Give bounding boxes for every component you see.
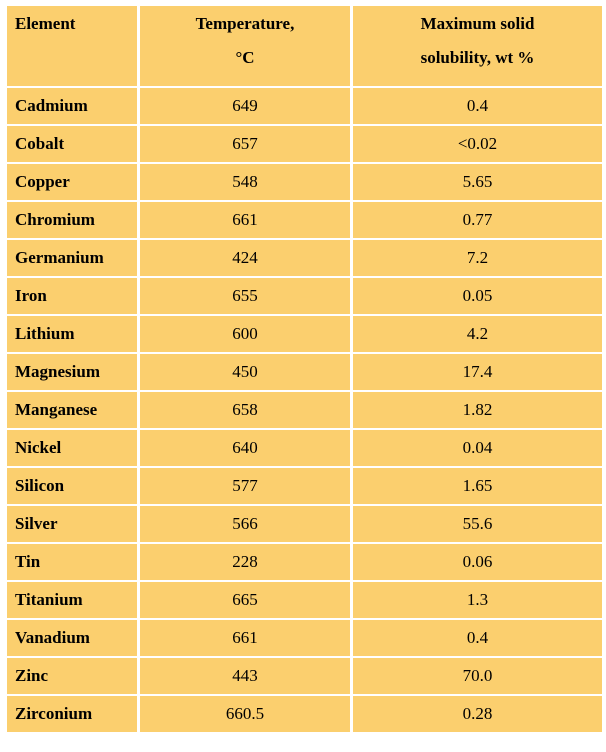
cell-element: Zirconium — [7, 696, 137, 732]
table-row: Silicon 577 1.65 — [7, 468, 602, 504]
cell-temperature: 228 — [140, 544, 350, 580]
table-row: Lithium 600 4.2 — [7, 316, 602, 352]
cell-temperature: 443 — [140, 658, 350, 694]
cell-element: Nickel — [7, 430, 137, 466]
header-temperature: Temperature, °C — [140, 6, 350, 86]
cell-element: Magnesium — [7, 354, 137, 390]
cell-element: Silicon — [7, 468, 137, 504]
cell-element: Cobalt — [7, 126, 137, 162]
cell-element: Germanium — [7, 240, 137, 276]
table-body: Cadmium 649 0.4 Cobalt 657 <0.02 Copper 548 5.65… — [7, 88, 602, 732]
header-temperature-line2: °C — [235, 48, 255, 67]
cell-temperature: 577 — [140, 468, 350, 504]
cell-element: Lithium — [7, 316, 137, 352]
cell-element: Zinc — [7, 658, 137, 694]
cell-solubility: 7.2 — [353, 240, 602, 276]
table-row: Zirconium 660.5 0.28 — [7, 696, 602, 732]
cell-solubility: 70.0 — [353, 658, 602, 694]
cell-solubility: <0.02 — [353, 126, 602, 162]
cell-element: Chromium — [7, 202, 137, 238]
table-row: Magnesium 450 17.4 — [7, 354, 602, 390]
header-solubility-line1: Maximum solid — [420, 14, 535, 33]
header-temperature-line1: Temperature, — [195, 14, 295, 33]
cell-temperature: 661 — [140, 202, 350, 238]
table-row: Vanadium 661 0.4 — [7, 620, 602, 656]
cell-element: Cadmium — [7, 88, 137, 124]
cell-element: Tin — [7, 544, 137, 580]
cell-temperature: 649 — [140, 88, 350, 124]
cell-solubility: 1.82 — [353, 392, 602, 428]
cell-solubility: 0.04 — [353, 430, 602, 466]
table-row: Iron 655 0.05 — [7, 278, 602, 314]
cell-temperature: 424 — [140, 240, 350, 276]
table-row: Nickel 640 0.04 — [7, 430, 602, 466]
cell-solubility: 0.4 — [353, 88, 602, 124]
cell-element: Copper — [7, 164, 137, 200]
cell-temperature: 655 — [140, 278, 350, 314]
cell-element: Titanium — [7, 582, 137, 618]
header-row: Element Temperature, °C Maximum solid so… — [7, 6, 602, 86]
cell-solubility: 1.65 — [353, 468, 602, 504]
cell-solubility: 5.65 — [353, 164, 602, 200]
cell-solubility: 0.06 — [353, 544, 602, 580]
table-row: Silver 566 55.6 — [7, 506, 602, 542]
cell-element: Silver — [7, 506, 137, 542]
table-row: Cobalt 657 <0.02 — [7, 126, 602, 162]
table-row: Germanium 424 7.2 — [7, 240, 602, 276]
cell-temperature: 657 — [140, 126, 350, 162]
cell-temperature: 661 — [140, 620, 350, 656]
table-header: Element Temperature, °C Maximum solid so… — [7, 6, 602, 86]
table-row: Manganese 658 1.82 — [7, 392, 602, 428]
cell-temperature: 548 — [140, 164, 350, 200]
header-element-label: Element — [15, 14, 76, 33]
table-row: Tin 228 0.06 — [7, 544, 602, 580]
cell-element: Iron — [7, 278, 137, 314]
cell-temperature: 600 — [140, 316, 350, 352]
cell-element: Vanadium — [7, 620, 137, 656]
table-row: Chromium 661 0.77 — [7, 202, 602, 238]
cell-solubility: 1.3 — [353, 582, 602, 618]
cell-element: Manganese — [7, 392, 137, 428]
cell-solubility: 17.4 — [353, 354, 602, 390]
solubility-table: Element Temperature, °C Maximum solid so… — [4, 4, 605, 734]
solubility-table-container: Element Temperature, °C Maximum solid so… — [4, 4, 602, 734]
table-row: Zinc 443 70.0 — [7, 658, 602, 694]
header-solubility-line2: solubility, wt % — [420, 48, 535, 67]
header-element: Element — [7, 6, 137, 86]
cell-solubility: 0.77 — [353, 202, 602, 238]
table-row: Cadmium 649 0.4 — [7, 88, 602, 124]
cell-temperature: 665 — [140, 582, 350, 618]
cell-solubility: 0.05 — [353, 278, 602, 314]
table-row: Copper 548 5.65 — [7, 164, 602, 200]
cell-temperature: 658 — [140, 392, 350, 428]
cell-temperature: 566 — [140, 506, 350, 542]
cell-solubility: 0.28 — [353, 696, 602, 732]
cell-solubility: 55.6 — [353, 506, 602, 542]
header-solubility: Maximum solid solubility, wt % — [353, 6, 602, 86]
cell-temperature: 450 — [140, 354, 350, 390]
cell-solubility: 4.2 — [353, 316, 602, 352]
cell-temperature: 660.5 — [140, 696, 350, 732]
table-row: Titanium 665 1.3 — [7, 582, 602, 618]
cell-temperature: 640 — [140, 430, 350, 466]
cell-solubility: 0.4 — [353, 620, 602, 656]
